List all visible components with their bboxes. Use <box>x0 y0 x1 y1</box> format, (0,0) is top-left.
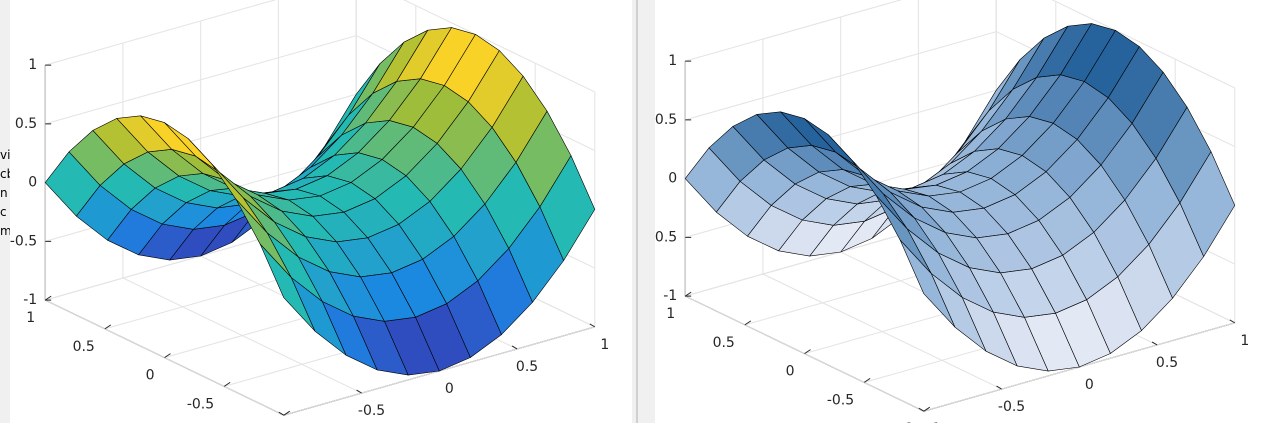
z-tick-label: 0 <box>28 175 37 191</box>
y-tick <box>863 377 871 383</box>
x-tick <box>1229 319 1236 324</box>
sidebar: vi cb ncm <box>0 0 10 423</box>
x-tick-label: 0 <box>1085 377 1094 393</box>
x-tick-label: 0.5 <box>516 359 538 375</box>
y-tick <box>223 381 231 387</box>
y-tick-label: 1 <box>26 310 35 326</box>
y-tick-label: 0.5 <box>73 339 95 355</box>
sidebar-text: n <box>0 186 8 200</box>
z-tick-label: -1 <box>23 292 37 308</box>
x-tick <box>996 385 1002 390</box>
y-tick-label: 0 <box>786 364 795 380</box>
y-tick <box>44 295 52 301</box>
sidebar-text: c <box>0 205 7 219</box>
grid-line <box>685 0 1236 89</box>
y-tick <box>804 349 811 355</box>
z-tick-label: -0.5 <box>655 229 677 245</box>
x-tick <box>356 389 362 394</box>
x-tick-label: 0.5 <box>1156 355 1178 371</box>
y-tick <box>744 320 752 326</box>
x-tick-label: -0.5 <box>998 399 1025 415</box>
x-tick <box>511 345 518 350</box>
figure-panel: -1-0.500.51-1-0.500.51-1-0.500.51 <box>10 0 632 423</box>
chart: -1-0.500.51-1-0.500.51-1-0.500.51 <box>10 0 609 419</box>
y-tick <box>104 324 112 330</box>
z-tick-label: 1 <box>28 57 37 73</box>
x-tick <box>918 407 925 412</box>
y-tick-label: 0.5 <box>713 335 735 351</box>
z-tick-label: 1 <box>668 53 677 69</box>
sidebar-text: vi <box>0 148 10 162</box>
x-tick-label: 1 <box>1240 333 1249 349</box>
x-tick <box>278 411 285 416</box>
x-tick <box>589 323 596 328</box>
y-tick-label: 0 <box>146 368 155 384</box>
y-tick-label: -0.5 <box>187 396 214 412</box>
y-tick-label: 1 <box>666 306 675 322</box>
grid-line <box>45 0 596 93</box>
y-tick-label: -0.5 <box>827 392 854 408</box>
z-tick-label: 0 <box>668 171 677 187</box>
y-tick <box>923 406 931 412</box>
x-tick-label: 1 <box>600 337 609 353</box>
chart: -1 -0.5 0 0.5 1 -1 -0.5 0 0.5 1 -1 -0.5 0 0.5 1 <box>655 0 1249 423</box>
y-tick <box>164 353 171 359</box>
figure-panel: -1 -0.5 0 0.5 1 -1 -0.5 0 0.5 1 -1 -0.5 0 0.5 1 <box>655 0 1287 423</box>
y-tick <box>283 410 291 416</box>
surface-patch <box>1155 106 1212 203</box>
x-tick-label: -0.5 <box>358 403 385 419</box>
separator <box>636 0 638 423</box>
z-tick-label: -0.5 <box>10 233 37 249</box>
x-tick <box>1151 341 1158 346</box>
z-tick-label: 0.5 <box>15 116 37 132</box>
surface-patch <box>875 195 932 274</box>
y-tick <box>684 291 692 297</box>
surface-patch <box>515 110 572 207</box>
surface-patch <box>235 199 292 278</box>
x-tick-label: 0 <box>445 381 454 397</box>
z-tick-label: 0.5 <box>655 112 677 128</box>
y-tick-label: -1 <box>900 421 914 423</box>
sidebar-text: m <box>0 224 10 238</box>
sidebar-text: cb <box>0 167 10 181</box>
z-tick-label: -1 <box>663 288 677 304</box>
x-tick-label: -1 <box>927 421 941 423</box>
